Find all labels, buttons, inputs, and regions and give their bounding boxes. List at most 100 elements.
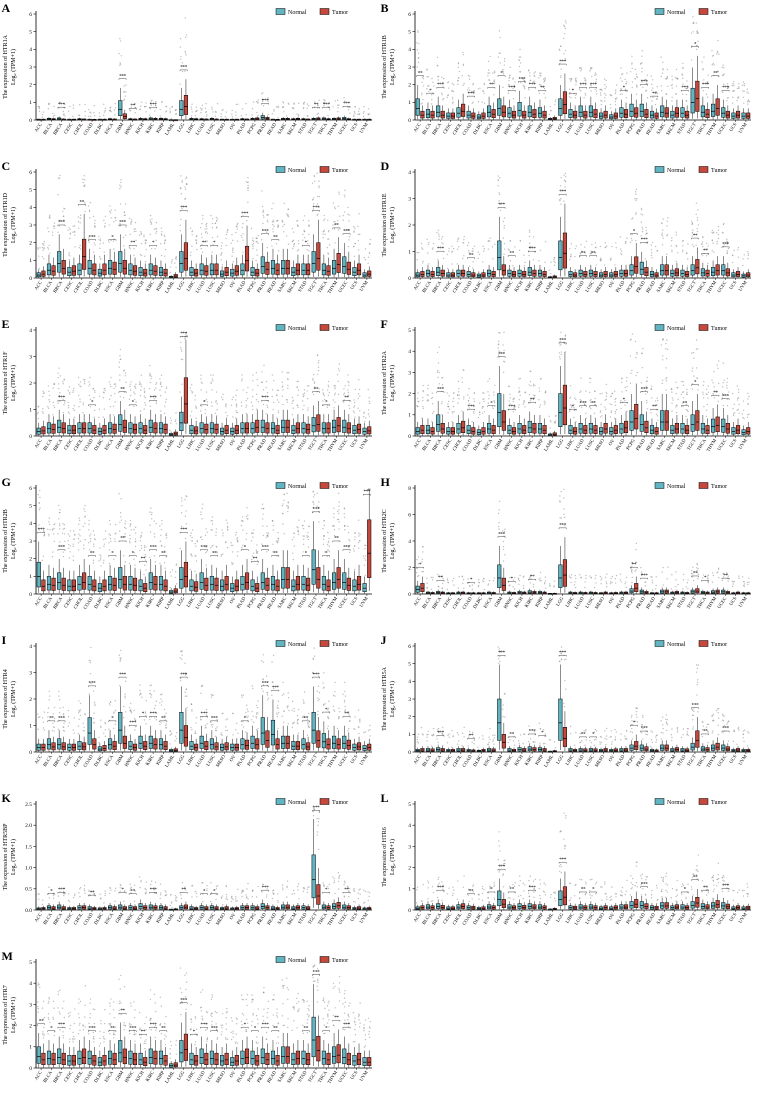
box-tumor-THCA — [326, 422, 331, 434]
x-tick-SKCM: SKCM — [287, 912, 299, 927]
box-tumor-BLCA — [51, 423, 56, 434]
x-tick-ACC: ACC — [34, 596, 43, 607]
box-tumor-OV — [613, 425, 618, 434]
x-tick-SARC: SARC — [277, 280, 288, 293]
sig-PAAD: * — [244, 544, 247, 550]
sig-HNSC: * — [511, 576, 514, 582]
box-tumor-DLBC — [481, 112, 486, 119]
legend-tumor-swatch — [319, 956, 330, 963]
x-tick-LGG: LGG — [177, 280, 187, 291]
x-tick-LIHC: LIHC — [186, 438, 196, 450]
box-normal-THYM — [711, 267, 716, 276]
legend-normal-swatch — [275, 166, 286, 173]
boxplot-HTR5A: 0 1 2 3 4 5 6 The expression of HTR5A Log₂ (TPM+… — [381, 633, 751, 769]
x-tick-KIRC: KIRC — [145, 122, 155, 134]
x-tick-GBM: GBM — [494, 280, 504, 293]
box-tumor-PCPG — [255, 1055, 260, 1066]
x-tick-PRAD: PRAD — [636, 438, 647, 452]
legend-normal-swatch — [275, 8, 286, 15]
x-tick-GBM: GBM — [115, 1070, 125, 1083]
y-tick-label: 0 — [408, 276, 411, 282]
sig-KIRC: ** — [530, 574, 535, 580]
box-normal-MESO — [220, 579, 225, 592]
box-tumor-KIRC — [153, 422, 158, 434]
box-normal-KICH — [138, 579, 143, 592]
box-tumor-ESCA — [112, 261, 117, 275]
x-tick-LAML: LAML — [165, 596, 176, 610]
legend: Normal Tumor — [654, 324, 727, 332]
outlier-points — [416, 488, 750, 591]
y-axis-label-gene: The expression of HTR1A — [2, 34, 9, 98]
sig-ESCA: * — [111, 234, 114, 240]
sig-GBM: * — [500, 70, 503, 76]
box-normal-TGCT — [690, 901, 695, 909]
box-normal-LGG — [179, 411, 184, 432]
box-tumor-MESO — [224, 576, 229, 591]
box-normal-PCPG — [250, 735, 255, 749]
box-tumor-STAD — [306, 742, 311, 751]
y-axis-label-units: Log₂ (TPM+1) — [10, 839, 17, 875]
x-tick-SARC: SARC — [277, 122, 288, 135]
box-normal-ACC — [36, 427, 41, 435]
box-tumor-UCEC — [725, 423, 730, 434]
box-tumor-PAAD — [244, 739, 250, 750]
x-tick-UCS: UCS — [729, 754, 738, 765]
box-normal-READ — [270, 260, 276, 275]
x-tick-LIHC: LIHC — [186, 1070, 196, 1082]
legend-normal-label: Normal — [288, 484, 307, 490]
box-tumor-THYM — [715, 416, 720, 433]
x-tick-LUSC: LUSC — [206, 280, 217, 293]
box-normal-OV — [230, 268, 235, 277]
box-tumor-DLBC — [102, 1055, 107, 1066]
sig-LIHC: * — [193, 1029, 196, 1035]
box-normal-BRCA — [57, 738, 62, 750]
box-tumor-STAD — [306, 423, 311, 434]
x-tick-PRAD: PRAD — [636, 596, 647, 610]
x-tick-ACC: ACC — [34, 122, 43, 133]
panel-letter: J — [381, 633, 387, 647]
legend-normal-swatch — [275, 956, 286, 963]
box-normal-ESCA — [487, 423, 492, 434]
sig-LUSC: * — [213, 888, 216, 894]
x-tick-CHOL: CHOL — [73, 754, 84, 768]
legend-normal-swatch — [275, 798, 286, 805]
x-tick-CHOL: CHOL — [452, 754, 463, 768]
box-normal-DLBC — [476, 429, 481, 435]
box-tumor-SARC — [664, 902, 669, 909]
x-tick-OV: OV — [608, 280, 616, 289]
sig-PRAD: *** — [262, 544, 270, 550]
x-tick-LIHC: LIHC — [565, 122, 575, 134]
panel-I: 0 1 2 3 4 The expression of HTR4 Log₂ (TPM+1) I… — [0, 632, 379, 790]
x-tick-THCA: THCA — [697, 122, 708, 136]
x-tick-BLCA: BLCA — [43, 280, 54, 294]
sig-KIRP: ** — [161, 1025, 166, 1031]
box-normal-CHOL — [77, 741, 82, 750]
legend: Normal Tumor — [275, 640, 348, 648]
box-normal-TGCT — [690, 742, 695, 751]
x-tick-ESCA: ESCA — [483, 754, 494, 768]
x-tick-DLBC: DLBC — [94, 596, 105, 610]
sig-TGCT: *** — [313, 969, 321, 975]
x-tick-PCPG: PCPG — [247, 438, 258, 451]
sig-THCA: ** — [703, 729, 708, 735]
y-axis-label-units: Log₂ (TPM+1) — [389, 681, 396, 717]
x-tick-HNSC: HNSC — [503, 754, 514, 768]
x-tick-BRCA: BRCA — [53, 1070, 64, 1084]
x-tick-UCEC: UCEC — [717, 912, 728, 926]
box-normal-LUAD — [199, 263, 204, 276]
x-tick-TGCT: TGCT — [308, 438, 319, 451]
box-tumor-READ — [654, 112, 659, 119]
x-tick-SKCM: SKCM — [287, 754, 299, 769]
x-tick-DLBC: DLBC — [94, 280, 105, 294]
legend: Normal Tumor — [275, 956, 348, 964]
sig-PAAD: * — [623, 85, 626, 91]
sig-TGCT: *** — [313, 205, 321, 211]
box-normal-CESC — [67, 579, 72, 592]
panel-letter: E — [2, 317, 10, 331]
x-tick-ACC: ACC — [413, 122, 422, 133]
box-normal-UCS — [352, 267, 357, 276]
box-normal-ESCA — [108, 260, 113, 275]
box-tumor-ACC — [420, 425, 425, 434]
x-tick-ACC: ACC — [413, 754, 422, 765]
box-normal-GBM — [497, 698, 502, 741]
